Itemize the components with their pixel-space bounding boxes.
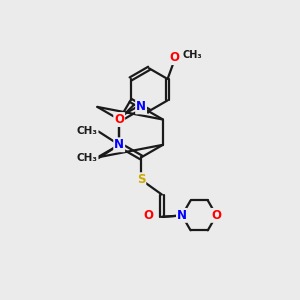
Text: CH₃: CH₃ xyxy=(76,153,98,163)
Text: S: S xyxy=(137,173,145,186)
Text: O: O xyxy=(114,113,124,126)
Text: N: N xyxy=(136,100,146,113)
Text: N: N xyxy=(114,138,124,151)
Text: CH₃: CH₃ xyxy=(182,50,202,60)
Text: O: O xyxy=(169,51,179,64)
Text: O: O xyxy=(212,209,221,222)
Text: N: N xyxy=(177,209,187,222)
Text: O: O xyxy=(143,209,154,222)
Text: CH₃: CH₃ xyxy=(76,126,98,136)
